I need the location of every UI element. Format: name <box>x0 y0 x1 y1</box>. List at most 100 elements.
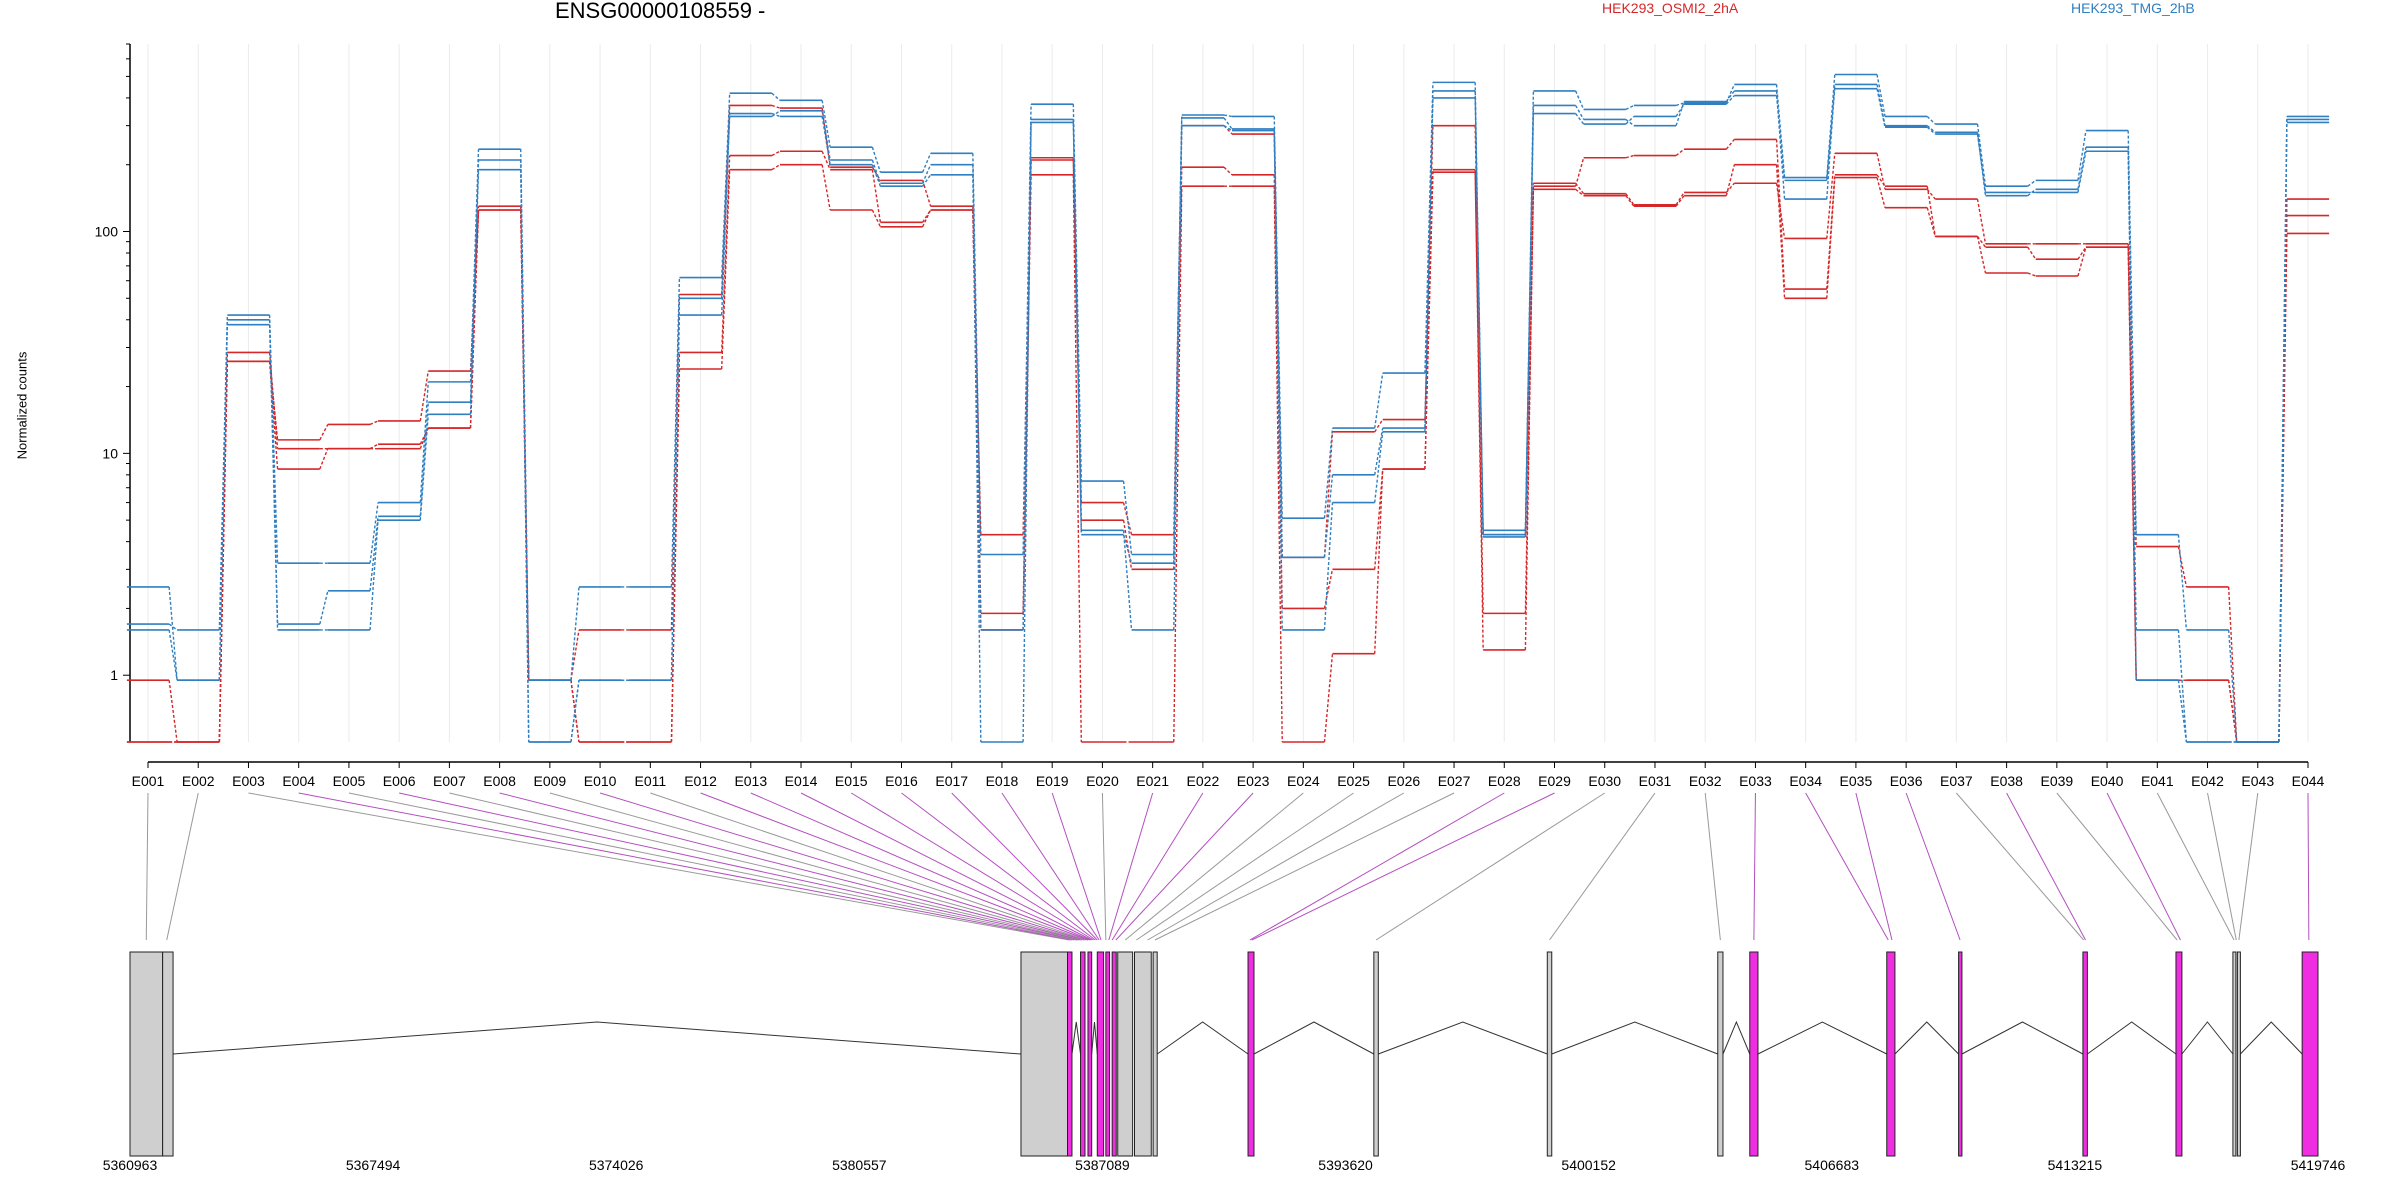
series-connector <box>1072 119 1083 535</box>
exon-link-line <box>1108 792 1154 941</box>
genomic-position-label: 5367494 <box>346 1157 401 1173</box>
series-connector <box>1323 431 1334 558</box>
x-tick-label: E042 <box>2191 773 2224 789</box>
genomic-position-label: 5374026 <box>589 1157 644 1173</box>
series-connector <box>972 153 982 555</box>
series-connector <box>1876 174 1886 187</box>
exon-link-line <box>2006 792 2086 941</box>
series-connector <box>419 427 429 445</box>
series-connector <box>570 629 580 681</box>
exon-link-line <box>1549 792 1656 941</box>
genomic-position-label: 5419746 <box>2291 1157 2346 1173</box>
x-tick-label: E039 <box>2040 773 2073 789</box>
series-connector <box>1575 105 1585 120</box>
series-connector <box>1424 97 1434 432</box>
exon-link-line <box>1001 792 1100 941</box>
series-connector <box>1574 157 1585 187</box>
series-connector <box>1424 169 1434 470</box>
exon-block <box>1105 951 1111 1157</box>
exon-block <box>2175 951 2183 1157</box>
series-connector <box>871 146 882 173</box>
series-connector <box>1424 90 1434 429</box>
intron-line <box>1156 1021 1249 1055</box>
series-connector <box>1374 372 1384 429</box>
intron-line <box>1378 1021 1548 1055</box>
exon-block <box>1087 951 1093 1157</box>
series-2 <box>126 138 2330 743</box>
series-connector <box>419 381 429 503</box>
x-tick-label: E015 <box>835 773 868 789</box>
x-tick-label: E012 <box>684 773 717 789</box>
series-connector <box>1725 182 1735 193</box>
genomic-position-label: 5380557 <box>832 1157 887 1173</box>
series-connector <box>1675 148 1685 157</box>
x-tick-label: E005 <box>333 773 366 789</box>
x-tick-label: E019 <box>1036 773 1069 789</box>
series-connector <box>1122 534 1133 564</box>
exon-link-line <box>1136 792 1354 941</box>
series-connector <box>1976 236 1987 248</box>
series-connector <box>1725 84 1735 104</box>
exon-block <box>2301 951 2319 1157</box>
exon-block <box>1134 951 1152 1157</box>
x-tick-label: E006 <box>383 773 416 789</box>
series-connector <box>2127 243 2137 681</box>
legend-entry-tmg: HEK293_TMG_2hB <box>2071 0 2195 16</box>
series-connector <box>922 174 932 187</box>
genomic-position-label: 5360963 <box>103 1157 158 1173</box>
x-tick-label: E027 <box>1438 773 1471 789</box>
series-connector <box>218 324 229 681</box>
series-connector <box>1625 104 1635 111</box>
series-3 <box>126 163 2330 743</box>
x-tick-label: E016 <box>885 773 918 789</box>
series-connector <box>469 209 480 429</box>
series-connector <box>1574 90 1585 110</box>
exon-link-line <box>2207 792 2237 941</box>
legend-entry-osmi2: HEK293_OSMI2_2hA <box>1602 0 1739 16</box>
series-connector <box>1725 90 1735 103</box>
exon-link-line <box>499 792 1081 941</box>
x-tick-label: E007 <box>433 773 466 789</box>
intron-line <box>1551 1021 1718 1055</box>
series-connector <box>2177 534 2188 630</box>
chart-title: ENSG00000108559 - <box>555 0 766 23</box>
x-tick-label: E004 <box>282 773 315 789</box>
x-tick-label: E043 <box>2241 773 2274 789</box>
exon-block <box>1958 951 1963 1157</box>
genomic-position-label: 5387089 <box>1075 1157 1130 1173</box>
intron-line <box>1091 1021 1098 1055</box>
series-connector <box>972 174 982 743</box>
x-tick-label: E009 <box>534 773 567 789</box>
exon-block <box>129 951 164 1157</box>
intron-line <box>2181 1021 2234 1055</box>
series-connector <box>2177 546 2188 588</box>
series-connector <box>1725 164 1736 196</box>
series-connector <box>2027 246 2037 260</box>
exon-link-line <box>800 792 1092 941</box>
series-connector <box>268 361 279 470</box>
series-connector <box>821 100 831 148</box>
exon-link-line <box>1154 792 1455 941</box>
exon-link-line <box>449 792 1079 941</box>
series-connector <box>1223 166 1233 176</box>
series-connector <box>369 420 379 426</box>
x-tick-label: E028 <box>1488 773 1521 789</box>
genomic-position-label: 5406683 <box>1805 1157 1860 1173</box>
x-tick-label: E033 <box>1739 773 1772 789</box>
x-tick-label: E014 <box>785 773 818 789</box>
series-connector <box>168 680 178 743</box>
exon-link-line <box>2156 792 2235 941</box>
series-connector <box>419 427 429 449</box>
series-connector <box>1323 569 1334 609</box>
exon-link-line <box>2056 792 2178 941</box>
exon-link-line <box>298 792 1072 941</box>
series-connector <box>771 112 781 118</box>
x-tick-label: E023 <box>1237 773 1270 789</box>
series-connector <box>2227 586 2238 743</box>
series-1 <box>126 104 2330 743</box>
x-tick-label: E021 <box>1136 773 1169 789</box>
intron-line <box>173 1021 1022 1055</box>
series-connector <box>2077 130 2087 181</box>
series-connector <box>871 159 882 184</box>
exon-block <box>1117 951 1134 1157</box>
